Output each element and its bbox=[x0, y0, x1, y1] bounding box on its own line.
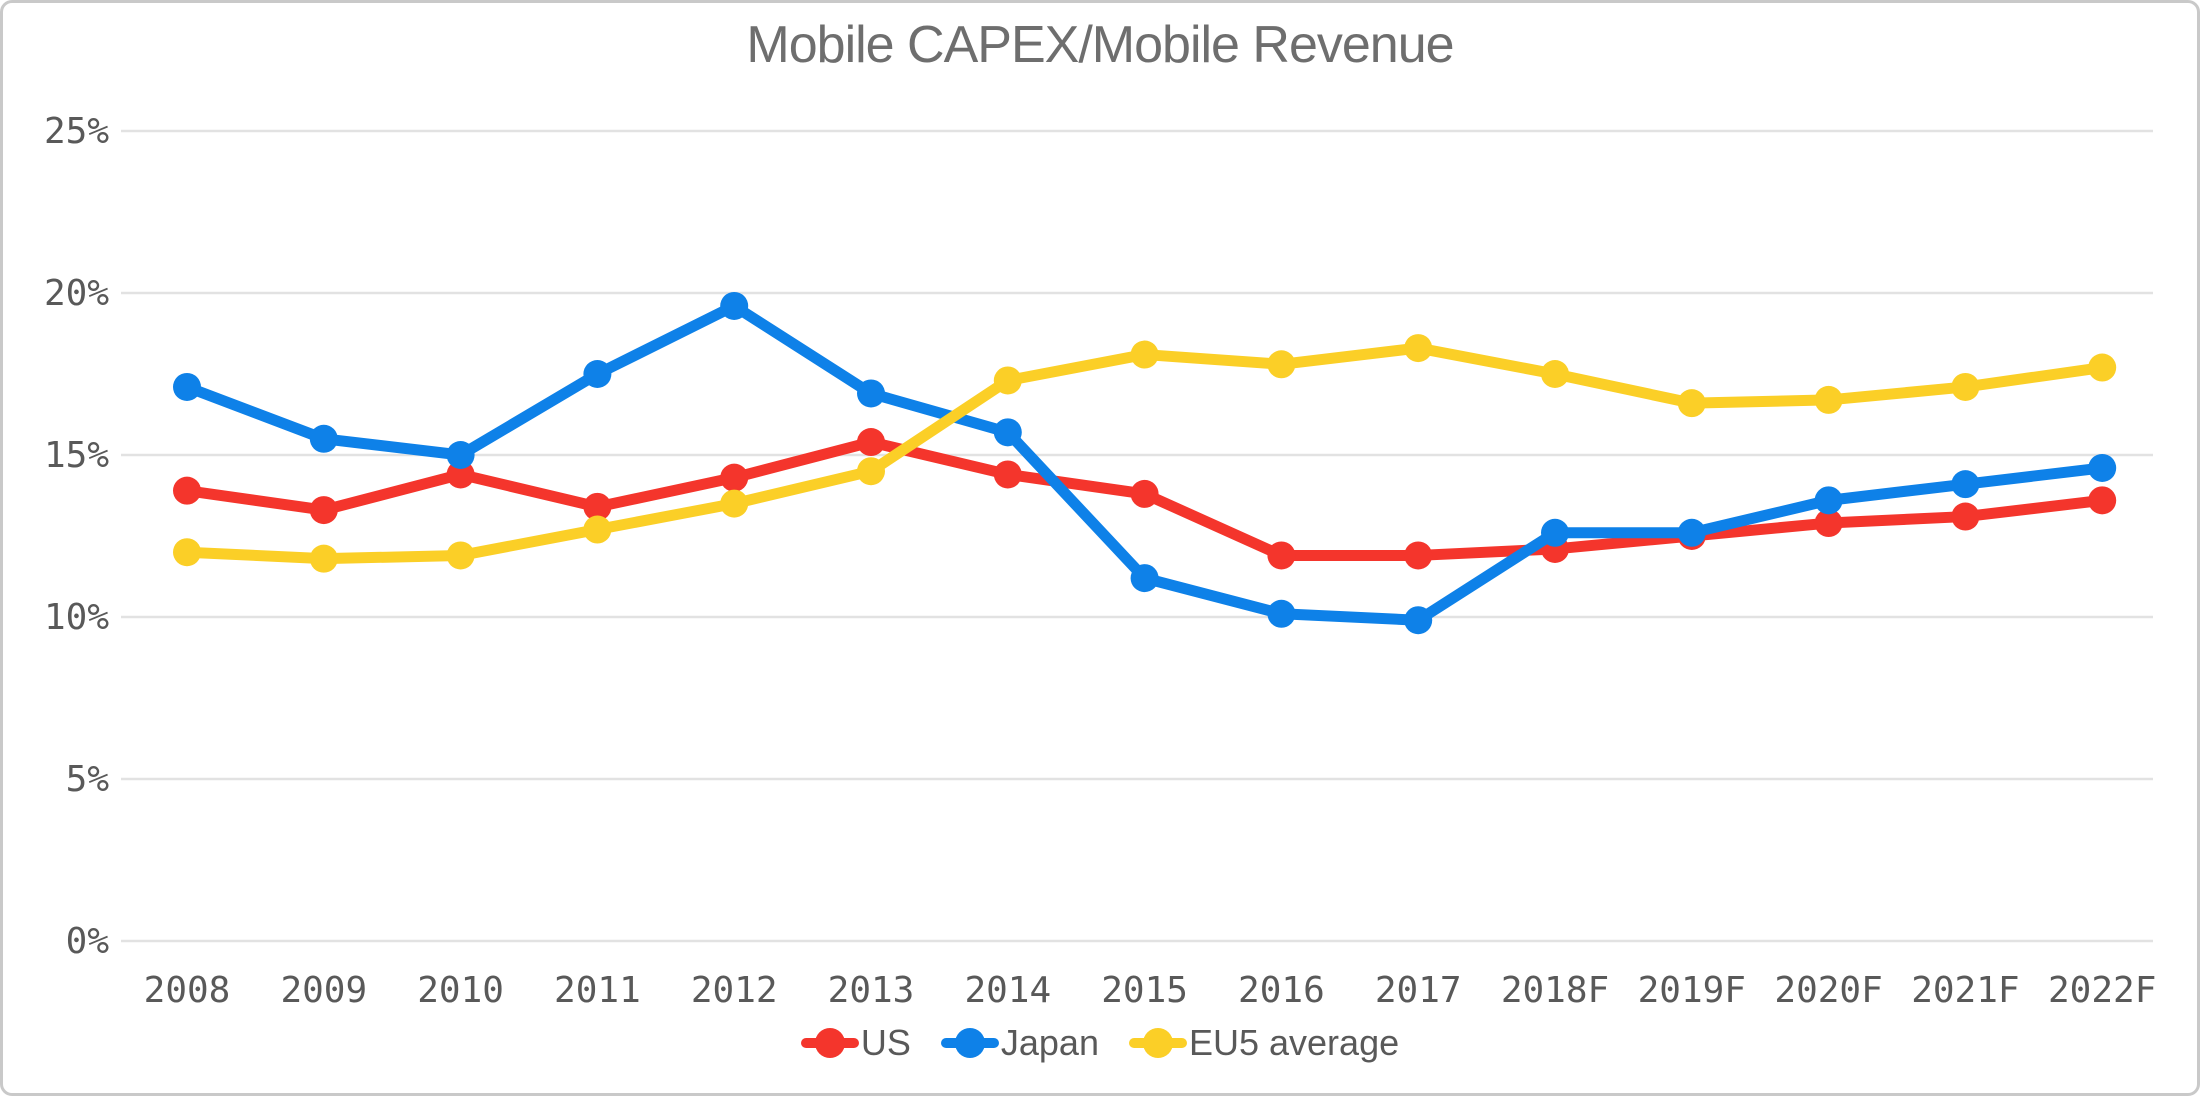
x-tick-label: 2013 bbox=[828, 970, 915, 1011]
gridlines bbox=[121, 129, 2153, 943]
data-point-eu5-average bbox=[857, 457, 885, 486]
x-tick-label: 2017 bbox=[1375, 970, 1462, 1011]
us-series-marker-icon bbox=[800, 1028, 859, 1058]
data-point-us bbox=[1267, 541, 1296, 570]
data-point-eu5-average bbox=[1814, 385, 1843, 414]
data-point-us bbox=[1814, 509, 1843, 538]
data-point-eu5-average bbox=[1677, 389, 1706, 418]
data-point-japan bbox=[993, 418, 1022, 447]
y-tick-label: 5% bbox=[66, 759, 110, 800]
data-point-eu5-average bbox=[1267, 350, 1296, 379]
series-us bbox=[173, 428, 2117, 570]
legend-item-japan: Japan bbox=[940, 1022, 1099, 1063]
y-tick-label: 20% bbox=[44, 273, 109, 314]
data-point-eu5-average bbox=[1130, 340, 1159, 369]
data-point-us bbox=[1951, 502, 1980, 531]
x-tick-label: 2010 bbox=[417, 970, 504, 1011]
y-tick-label: 15% bbox=[44, 435, 109, 476]
x-axis-labels: 2008 2009 2010 2011 2012 2013 2014 2015 2016 2017… bbox=[144, 970, 2157, 1011]
y-tick-label: 25% bbox=[44, 111, 109, 152]
data-point-us bbox=[173, 476, 201, 505]
x-tick-label: 2011 bbox=[554, 970, 641, 1011]
x-tick-label: 2019F bbox=[1638, 970, 1746, 1011]
data-point-eu5-average bbox=[173, 538, 201, 567]
data-point-eu5-average bbox=[1951, 372, 1980, 401]
data-point-japan bbox=[1130, 564, 1159, 593]
data-point-us bbox=[583, 492, 612, 521]
chart-legend: US Japan EU5 average bbox=[3, 1025, 2197, 1061]
chart-title: Mobile CAPEX/Mobile Revenue bbox=[746, 16, 1454, 74]
y-axis-labels: 0% 5% 10% 15% 20% 25% bbox=[44, 111, 109, 962]
data-point-japan bbox=[2088, 453, 2117, 482]
data-point-us bbox=[1130, 479, 1159, 508]
japan-series-marker-icon bbox=[940, 1028, 999, 1058]
data-point-japan bbox=[720, 291, 749, 320]
data-point-japan bbox=[857, 379, 885, 408]
data-point-us bbox=[993, 460, 1022, 489]
data-point-japan bbox=[173, 372, 201, 401]
data-point-us bbox=[857, 428, 885, 457]
data-point-japan bbox=[1541, 518, 1569, 547]
x-tick-label: 2021F bbox=[1911, 970, 2019, 1011]
x-tick-label: 2020F bbox=[1774, 970, 1882, 1011]
x-tick-label: 2014 bbox=[964, 970, 1051, 1011]
data-point-japan bbox=[583, 360, 612, 388]
data-point-japan bbox=[309, 424, 338, 453]
x-tick-label: 2009 bbox=[280, 970, 367, 1011]
legend-item-eu5-average: EU5 average bbox=[1128, 1022, 1400, 1063]
x-tick-label: 2016 bbox=[1238, 970, 1325, 1011]
series-japan bbox=[173, 291, 2117, 635]
series-eu5-average bbox=[173, 334, 2117, 573]
legend-item-us: US bbox=[800, 1022, 911, 1063]
x-tick-label: 2015 bbox=[1101, 970, 1188, 1011]
data-point-us bbox=[2088, 486, 2117, 515]
data-point-eu5-average bbox=[446, 541, 475, 570]
legend-label-eu5-average: EU5 average bbox=[1188, 1022, 1400, 1063]
data-point-japan bbox=[446, 441, 475, 469]
data-point-japan bbox=[1404, 606, 1433, 635]
data-point-eu5-average bbox=[2088, 353, 2117, 382]
x-tick-label: 2008 bbox=[144, 970, 231, 1011]
eu5-average-series-marker-icon bbox=[1128, 1028, 1187, 1058]
x-tick-label: 2012 bbox=[691, 970, 778, 1011]
data-point-japan bbox=[1677, 518, 1706, 547]
data-point-eu5-average bbox=[720, 489, 749, 518]
y-tick-label: 0% bbox=[66, 921, 110, 962]
data-point-eu5-average bbox=[993, 366, 1022, 395]
data-point-eu5-average bbox=[1541, 360, 1569, 388]
legend-label-japan: Japan bbox=[1000, 1022, 1099, 1063]
data-point-eu5-average bbox=[583, 515, 612, 544]
legend-label-us: US bbox=[860, 1022, 911, 1063]
data-point-japan bbox=[1814, 486, 1843, 515]
data-point-japan bbox=[1267, 599, 1296, 628]
data-point-us bbox=[446, 460, 475, 489]
x-tick-label: 2018F bbox=[1501, 970, 1609, 1011]
data-point-us bbox=[309, 496, 338, 525]
data-point-us bbox=[720, 463, 749, 492]
data-point-eu5-average bbox=[309, 544, 338, 573]
y-tick-label: 10% bbox=[44, 597, 109, 638]
x-tick-label: 2022F bbox=[2048, 970, 2156, 1011]
data-point-us bbox=[1404, 541, 1433, 570]
data-point-eu5-average bbox=[1404, 334, 1433, 363]
data-point-japan bbox=[1951, 470, 1980, 499]
line-chart-plot: 0% 5% 10% 15% 20% 25% 2008 2009 2010 2011 2012 2013… bbox=[44, 111, 2157, 1011]
